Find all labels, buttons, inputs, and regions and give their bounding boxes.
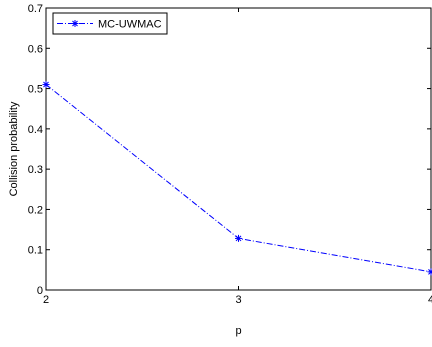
legend: MC-UWMAC xyxy=(52,12,168,35)
x-axis: 2 3 4 xyxy=(43,8,432,306)
y-tick-label: 0 xyxy=(37,285,43,297)
x-axis-title: p xyxy=(235,325,241,337)
y-tick-label: 0.1 xyxy=(28,245,43,257)
y-tick-label: 0.2 xyxy=(28,204,43,216)
x-tick-label: 3 xyxy=(235,294,241,306)
y-tick-label: 0.7 xyxy=(28,3,43,15)
series-point-marker xyxy=(427,268,432,276)
x-tick-label: 2 xyxy=(43,294,49,306)
x-tick-label: 4 xyxy=(428,294,432,306)
y-tick-label: 0.6 xyxy=(28,43,43,55)
y-axis: 0 0.1 0.2 0.3 0.4 0.5 0.6 0.7 xyxy=(28,3,431,297)
plot-area xyxy=(45,7,432,291)
y-tick-label: 0.5 xyxy=(28,84,43,96)
y-tick-label: 0.3 xyxy=(28,164,43,176)
series-point-marker xyxy=(235,234,242,242)
y-axis-title: Collision probability xyxy=(8,101,20,196)
series-group xyxy=(42,81,432,276)
legend-label: MC-UWMAC xyxy=(98,19,162,31)
legend-marker xyxy=(71,20,79,27)
legend-box xyxy=(52,12,168,35)
series-point-marker xyxy=(71,20,79,27)
series-point-marker xyxy=(42,81,50,89)
y-tick-label: 0.4 xyxy=(28,124,43,136)
